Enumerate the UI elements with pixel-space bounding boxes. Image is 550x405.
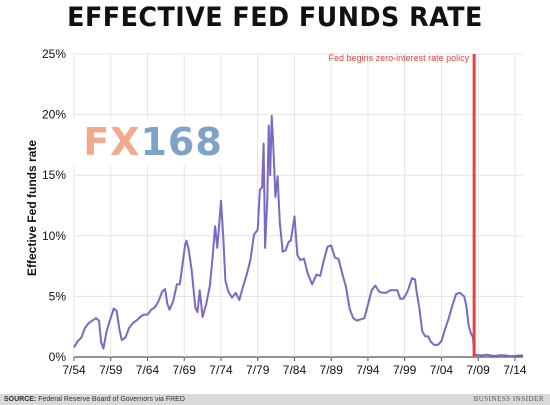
source-text: Federal Reserve Board of Governors via F… <box>38 396 185 403</box>
y-axis-title: Effective Fed funds rate <box>25 140 39 276</box>
y-tick-label: 10% <box>42 229 66 243</box>
y-tick-label: 5% <box>49 289 67 303</box>
brand-logo: BUSINESS INSIDER <box>473 395 544 403</box>
y-tick-label: 0% <box>49 350 67 364</box>
watermark-prefix: FX <box>83 120 141 164</box>
y-tick-label: 20% <box>42 108 66 122</box>
x-tick-label: 7/64 <box>136 363 160 377</box>
footer-bar <box>0 394 550 405</box>
series-line <box>73 114 524 358</box>
x-tick-label: 7/09 <box>466 363 490 377</box>
y-tick-label: 15% <box>42 168 66 182</box>
x-tick-label: 7/94 <box>356 363 380 377</box>
source-label: SOURCE: <box>4 396 37 403</box>
grid <box>73 53 523 358</box>
x-tick-label: 7/69 <box>173 363 197 377</box>
x-tick-label: 7/99 <box>393 363 417 377</box>
x-tick-label: 7/84 <box>283 363 307 377</box>
watermark: FX168 <box>72 118 234 166</box>
watermark-logo: FX168 <box>83 120 223 164</box>
x-tick-label: 7/79 <box>246 363 270 377</box>
series-layer <box>73 114 524 358</box>
x-tick-label: 7/54 <box>62 363 86 377</box>
x-tick-label: 7/59 <box>99 363 123 377</box>
annotation-label: Fed begins zero-interest rate policy <box>329 53 470 63</box>
x-tick-label: 7/04 <box>430 363 454 377</box>
x-tick-label: 7/74 <box>209 363 233 377</box>
source-line: SOURCE: Federal Reserve Board of Governo… <box>4 396 185 403</box>
x-tick-label: 7/14 <box>503 363 527 377</box>
x-tick-label: 7/89 <box>320 363 344 377</box>
x-axis: 7/54 7/59 7/64 7/69 7/74 7/79 7/84 7/89 7/94 7/99… <box>62 357 527 377</box>
y-axis: 0% 5% 10% 15% 20% 25% <box>42 47 66 364</box>
y-tick-label: 25% <box>42 47 66 61</box>
annotation-layer: Fed begins zero-interest rate policy <box>329 53 476 357</box>
chart-title: EFFECTIVE FED FUNDS RATE <box>67 2 483 33</box>
watermark-suffix: 168 <box>140 120 223 164</box>
